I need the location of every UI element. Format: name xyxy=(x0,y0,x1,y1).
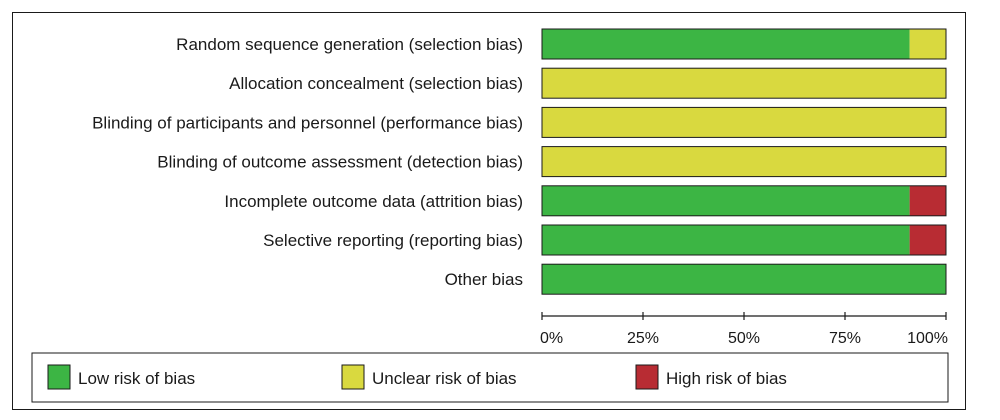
bar-segment xyxy=(542,29,910,59)
category-label: Blinding of participants and personnel (… xyxy=(92,113,523,132)
bar-segment xyxy=(909,225,946,255)
x-tick-label: 25% xyxy=(627,330,659,347)
x-axis: 0% 25% 50% 75% 100% xyxy=(540,312,948,347)
legend-swatch xyxy=(635,364,659,390)
x-tick-label: 0% xyxy=(540,330,563,347)
category-label: Other bias xyxy=(445,270,523,289)
category-label: Allocation concealment (selection bias) xyxy=(229,74,523,93)
bar-segment xyxy=(542,264,946,295)
bar-outline xyxy=(541,185,947,217)
category-label: Random sequence generation (selection bi… xyxy=(176,35,523,54)
bar-outline xyxy=(541,106,947,138)
legend-label: High risk of bias xyxy=(666,369,787,388)
bar-segment xyxy=(542,146,946,177)
bar-segment xyxy=(542,68,946,99)
category-label: Blinding of outcome assessment (detectio… xyxy=(157,153,523,172)
bar-segment xyxy=(542,107,946,138)
legend-label: Unclear risk of bias xyxy=(372,369,517,388)
bar-outline xyxy=(541,146,947,178)
bar-outline xyxy=(541,28,947,60)
legend-swatch xyxy=(47,364,71,390)
bars xyxy=(541,28,947,295)
bar-outline xyxy=(541,224,947,256)
bar-segment xyxy=(909,29,946,59)
legend-swatch xyxy=(341,364,365,390)
bar-segment xyxy=(542,225,910,255)
bar-outline xyxy=(541,67,947,99)
bar-segment xyxy=(909,185,946,216)
legend-box xyxy=(31,352,949,403)
category-label: Incomplete outcome data (attrition bias) xyxy=(224,192,523,211)
x-tick-label: 50% xyxy=(728,330,760,347)
category-label: Selective reporting (reporting bias) xyxy=(263,231,523,250)
bar-segment xyxy=(542,185,910,216)
bar-outline xyxy=(541,263,947,295)
legend-label: Low risk of bias xyxy=(78,369,195,388)
legend: Low risk of bias Unclear risk of bias High… xyxy=(31,352,949,403)
category-labels: Random sequence generation (selection bi… xyxy=(92,35,523,289)
x-tick-label: 75% xyxy=(829,330,861,347)
x-tick-label: 100% xyxy=(907,330,948,347)
